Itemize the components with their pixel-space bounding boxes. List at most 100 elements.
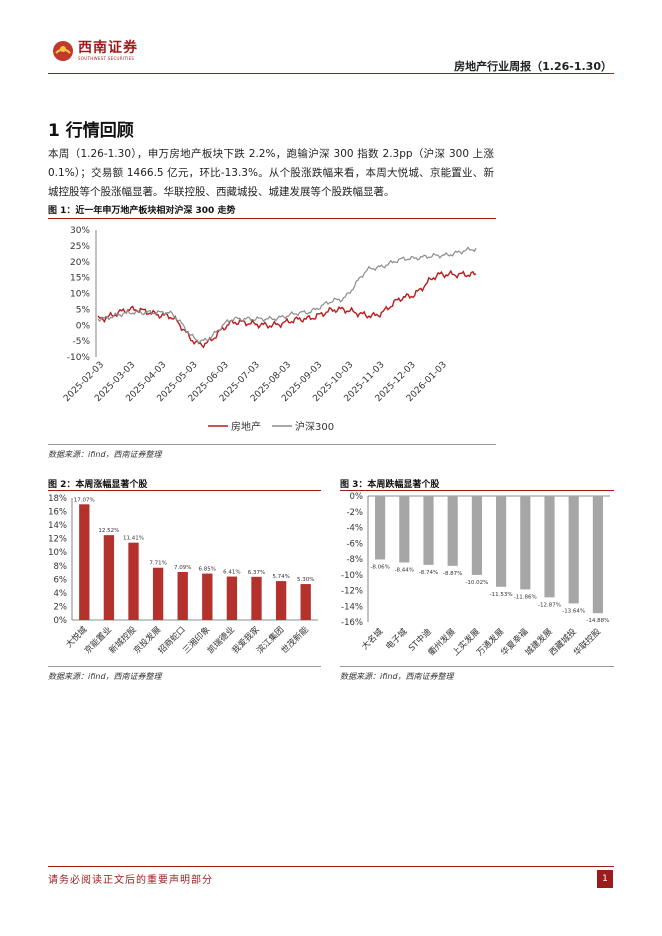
bar-value-label: -10.02%: [465, 580, 488, 586]
bar: [496, 496, 507, 587]
section-title: 1 行情回顾: [48, 121, 134, 141]
bar: [128, 542, 139, 620]
y-tick-label: 10%: [48, 548, 67, 558]
report-title: 房地产行业周报（1.26-1.30）: [454, 60, 612, 73]
bar: [471, 496, 482, 575]
logo-subtitle: SOUTHWEST SECURITIES: [78, 56, 135, 61]
y-tick-label: 0%: [76, 321, 91, 331]
logo-name: 西南证券: [78, 40, 138, 56]
figure-3-source: 数据来源：ifind，西南证券整理: [340, 672, 454, 681]
figure-1-bottom-rule: [48, 444, 496, 445]
bar: [447, 496, 458, 566]
bar-value-label: -8.87%: [443, 571, 462, 577]
logo-emblem-icon: [53, 41, 73, 61]
y-tick-label: 4%: [54, 589, 68, 599]
figure-2-caption: 图 2：本周涨幅显著个股: [48, 480, 148, 490]
y-tick-label: 5%: [76, 305, 91, 315]
category-label: 电子城: [384, 626, 410, 652]
figure-3-rule: [340, 490, 614, 491]
y-tick-label: -4%: [346, 524, 363, 534]
figure-3-caption: 图 3：本周跌幅显著个股: [340, 480, 440, 490]
bar: [375, 496, 386, 560]
bar-value-label: -13.64%: [562, 608, 585, 614]
footer-disclaimer: 请务必阅读正文后的重要声明部分: [48, 875, 213, 886]
y-tick-label: 6%: [54, 575, 68, 585]
bar-value-label: 12.52%: [98, 528, 119, 534]
y-tick-label: 8%: [54, 562, 68, 572]
y-tick-label: 18%: [48, 494, 67, 504]
y-tick-label: -6%: [346, 539, 363, 549]
y-tick-label: 30%: [70, 226, 90, 236]
bar: [300, 584, 311, 620]
bar-value-label: -8.06%: [370, 564, 389, 570]
y-tick-label: 20%: [70, 258, 90, 268]
y-tick-label: -16%: [341, 618, 363, 628]
figure-1-caption: 图 1：近一年申万地产板块相对沪深 300 走势: [48, 206, 236, 216]
y-tick-label: 16%: [48, 508, 67, 518]
bar-chart-top-gainers: 0%2%4%6%8%10%12%14%16%18% 17.07%大悦城12.52%…: [48, 494, 318, 656]
figure-2-source: 数据来源：ifind，西南证券整理: [48, 672, 162, 681]
y-tick-label: -2%: [346, 508, 363, 518]
bar: [399, 496, 410, 563]
y-tick-label: -14%: [341, 602, 363, 612]
bar: [103, 535, 115, 620]
bar: [544, 496, 555, 598]
y-tick-label: 15%: [70, 274, 90, 284]
y-tick-label: -10%: [67, 353, 91, 363]
summary-paragraph: 本周（1.26-1.30），申万房地产板块下跌 2.2%，跑输沪深 300 指数…: [48, 148, 494, 198]
category-label: 华联控股: [571, 626, 603, 658]
bar: [275, 581, 287, 620]
y-tick-label: -10%: [341, 571, 363, 581]
bar-value-label: 6.37%: [248, 570, 265, 576]
y-tick-label: 0%: [54, 616, 68, 626]
bar-value-label: -11.53%: [490, 592, 513, 598]
bar: [152, 567, 164, 620]
bar: [520, 496, 531, 590]
company-logo: 西南证券 SOUTHWEST SECURITIES: [52, 40, 138, 62]
footer-divider: [48, 866, 614, 867]
bar: [177, 571, 188, 620]
bar: [202, 573, 213, 620]
y-tick-label: 10%: [70, 290, 90, 300]
bar: [251, 576, 262, 620]
bar: [592, 496, 603, 614]
y-tick-label: -12%: [341, 587, 363, 597]
category-label: 大名城: [359, 626, 385, 652]
bar-value-label: -8.74%: [419, 570, 438, 576]
legend-label: 房地产: [231, 420, 261, 433]
series-line-real-estate: [97, 269, 477, 349]
page-number: 1: [597, 870, 613, 888]
bar: [568, 496, 579, 604]
bar-value-label: -11.86%: [514, 594, 537, 600]
bar: [79, 504, 90, 620]
bar-value-label: 6.85%: [199, 567, 216, 573]
figure-3-bottom-rule: [340, 666, 614, 667]
bar-value-label: 5.30%: [297, 577, 314, 583]
figure-1-rule: [48, 218, 496, 219]
line-chart-relative-trend: -10%-5%0%5%10%15%20%25%30%2025-02-032025…: [62, 226, 477, 433]
bar-value-label: 11.41%: [123, 536, 144, 542]
y-tick-label: -5%: [72, 337, 90, 347]
category-label: 世茂新能: [279, 624, 311, 656]
bar-value-label: 7.09%: [174, 565, 191, 571]
figure-2-bottom-rule: [48, 666, 321, 667]
figure-1-source: 数据来源：ifind，西南证券整理: [48, 450, 162, 459]
bar-value-label: 5.74%: [272, 574, 289, 580]
y-tick-label: 0%: [350, 492, 364, 502]
y-tick-label: 2%: [54, 602, 68, 612]
bar-value-label: -8.44%: [395, 567, 414, 573]
y-tick-label: 12%: [48, 535, 67, 545]
bar: [226, 576, 238, 620]
legend-label: 沪深300: [295, 420, 334, 433]
bar-value-label: 7.71%: [149, 561, 166, 567]
figure-2-rule: [48, 490, 321, 491]
y-tick-label: 14%: [48, 521, 67, 531]
y-tick-label: 25%: [70, 242, 90, 252]
header-divider: [48, 73, 614, 74]
bar-value-label: -12.87%: [538, 602, 561, 608]
bar: [423, 496, 434, 565]
bar-value-label: -14.88%: [586, 618, 609, 624]
bar-value-label: 17.07%: [74, 497, 95, 503]
bar-chart-top-losers: 0% -2% -4% -6% -8% -10% -12% -14% -16% -8.06% 大名城 -…: [341, 492, 610, 658]
y-tick-label: -8%: [346, 555, 363, 565]
